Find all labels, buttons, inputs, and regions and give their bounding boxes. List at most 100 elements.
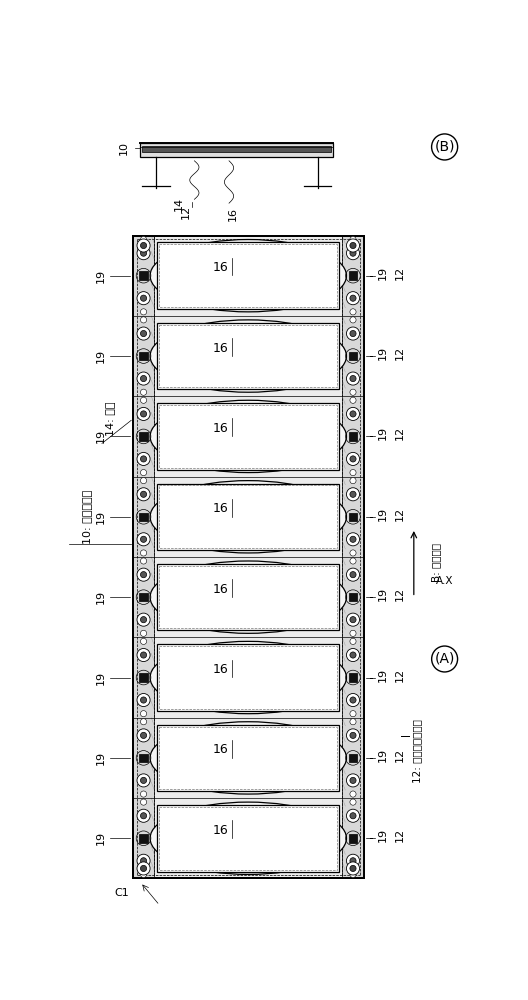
Text: 16: 16 [213, 583, 229, 596]
Circle shape [137, 239, 150, 252]
Bar [159, 244, 337, 307]
Text: 19: 19 [378, 667, 388, 682]
Circle shape [137, 693, 150, 707]
Circle shape [140, 799, 147, 805]
Circle shape [350, 777, 356, 783]
Bar [159, 405, 337, 468]
Ellipse shape [150, 641, 346, 714]
Circle shape [137, 862, 150, 875]
Text: 19: 19 [96, 670, 106, 685]
Bar [349, 834, 357, 843]
Text: 12: 12 [394, 828, 404, 842]
Circle shape [137, 452, 150, 465]
Bar [159, 646, 337, 709]
Circle shape [350, 791, 356, 797]
Ellipse shape [150, 561, 346, 633]
Circle shape [350, 317, 356, 323]
Circle shape [346, 774, 360, 787]
Text: 19: 19 [96, 269, 106, 283]
Bar [342, 235, 364, 878]
Circle shape [350, 652, 356, 658]
Circle shape [137, 774, 150, 787]
Circle shape [346, 372, 360, 385]
Text: 19: 19 [96, 751, 106, 765]
Circle shape [346, 809, 360, 822]
Bar [157, 484, 339, 550]
Text: 19: 19 [378, 828, 388, 842]
Bar [159, 727, 337, 789]
Circle shape [346, 648, 360, 662]
Circle shape [350, 470, 356, 476]
Text: 12: 12 [394, 587, 404, 601]
Ellipse shape [150, 722, 346, 794]
Circle shape [350, 630, 356, 636]
Circle shape [140, 791, 147, 797]
Bar [349, 432, 357, 441]
Circle shape [140, 777, 147, 783]
Text: 10: 偏振器单元: 10: 偏振器单元 [81, 489, 91, 544]
Circle shape [350, 697, 356, 703]
Text: 19: 19 [378, 346, 388, 360]
Circle shape [140, 858, 147, 864]
Text: 12: 12 [394, 748, 404, 762]
Circle shape [140, 309, 147, 315]
Circle shape [137, 327, 150, 340]
Circle shape [346, 327, 360, 340]
Circle shape [350, 711, 356, 717]
Circle shape [350, 638, 356, 644]
Circle shape [350, 250, 356, 256]
Circle shape [350, 617, 356, 623]
Text: 19: 19 [96, 590, 106, 604]
Text: 19: 19 [378, 426, 388, 440]
Circle shape [137, 533, 150, 546]
Text: 19: 19 [378, 587, 388, 601]
Bar [139, 271, 148, 280]
Circle shape [140, 630, 147, 636]
Circle shape [350, 572, 356, 578]
Bar [139, 432, 148, 441]
Circle shape [350, 330, 356, 337]
Bar [349, 271, 357, 280]
Circle shape [350, 242, 356, 249]
Circle shape [140, 389, 147, 395]
Text: 12: 12 [394, 346, 404, 360]
Circle shape [140, 697, 147, 703]
Circle shape [140, 711, 147, 717]
Text: C1: C1 [114, 888, 129, 898]
Circle shape [350, 295, 356, 301]
Circle shape [350, 375, 356, 382]
Text: 14: 框架: 14: 框架 [105, 401, 115, 436]
Circle shape [350, 536, 356, 542]
Circle shape [137, 407, 150, 420]
Bar [159, 566, 337, 628]
Circle shape [137, 729, 150, 742]
Bar [157, 805, 339, 872]
Text: 19: 19 [378, 507, 388, 521]
Circle shape [346, 568, 360, 581]
Circle shape [140, 470, 147, 476]
Circle shape [140, 317, 147, 323]
Bar [157, 725, 339, 791]
Circle shape [140, 732, 147, 738]
Circle shape [137, 488, 150, 501]
Circle shape [137, 247, 150, 260]
Circle shape [350, 411, 356, 417]
Circle shape [350, 813, 356, 819]
Text: (B): (B) [435, 140, 455, 154]
Ellipse shape [150, 802, 346, 874]
Text: 12: 12 [394, 667, 404, 682]
Text: 12: 12 [394, 426, 404, 440]
Circle shape [140, 558, 147, 564]
Circle shape [346, 247, 360, 260]
Bar [159, 325, 337, 387]
Circle shape [346, 239, 360, 252]
Bar [133, 235, 364, 878]
Text: 16: 16 [213, 824, 229, 837]
Circle shape [350, 397, 356, 403]
Bar [139, 352, 148, 360]
Circle shape [350, 309, 356, 315]
Text: 16: 16 [213, 261, 229, 274]
Circle shape [350, 491, 356, 497]
Bar [349, 513, 357, 521]
Bar [139, 513, 148, 521]
